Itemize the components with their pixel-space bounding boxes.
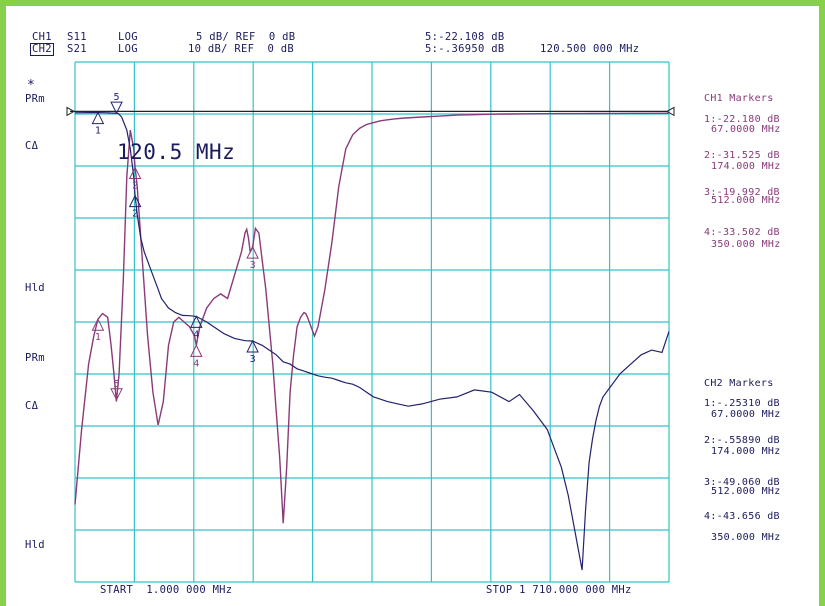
marker5-ch1-readout: 5:-22.108 dB	[425, 31, 505, 43]
start-frequency: START 1.000 000 MHz	[100, 584, 233, 596]
reference-arrow-right	[665, 106, 675, 117]
ch2-param: S21	[67, 43, 87, 55]
ch2-marker-label-4: 4	[193, 329, 199, 340]
ch1-marker-label-2: 2	[132, 181, 138, 192]
ch2-marker-3	[246, 339, 259, 353]
ch1-marker-1-freq: 67.0000 MHz	[711, 124, 781, 135]
ch1-markers-title: CH1 Markers	[704, 93, 774, 104]
ch1-scale: 5 dB/ REF 0 dB	[196, 31, 296, 43]
ch1-marker-2-value: 2:-31.525 dB	[704, 150, 780, 161]
marker5-ch2-readout: 5:-.36950 dB	[425, 43, 505, 55]
ch1-marker-label-4: 4	[193, 358, 199, 369]
ch1-marker-4-value: 4:-33.502 dB	[704, 227, 780, 238]
prm-label-ch2: PRm	[25, 352, 45, 364]
ch2-marker-4-freq: 350.000 MHz	[711, 532, 781, 543]
ch2-marker-2-value: 2:-.55890 dB	[704, 435, 780, 446]
ch2-markers-title: CH2 Markers	[704, 378, 774, 389]
ch1-marker-label-5: 5	[114, 379, 120, 390]
ch1-marker-4	[189, 344, 203, 357]
active-channel-star: *	[27, 78, 36, 93]
stop-frequency: STOP 1 710.000 000 MHz	[486, 584, 632, 596]
ch1-marker-label-3: 3	[250, 260, 256, 271]
ch1-param: S11	[67, 31, 87, 43]
ch2-marker-label-1: 1	[95, 126, 101, 137]
prm-label-ch1: PRm	[25, 93, 45, 105]
marker-frequency-readout: 120.500 000 MHz	[540, 43, 640, 55]
ch1-marker-3-freq: 512.000 MHz	[711, 195, 781, 206]
ch2-marker-label-5: 5	[114, 92, 120, 103]
ch2-marker-3-value: 3:-49.060 dB	[704, 477, 780, 488]
cd-label-ch2: CΔ	[25, 400, 39, 412]
ch1-marker-1-value: 1:-22.180 dB	[704, 114, 780, 125]
ch1-marker-2	[128, 166, 142, 180]
ch2-marker-2-freq: 174.000 MHz	[711, 446, 781, 457]
ch2-marker-1	[91, 111, 105, 125]
ch1-label: CH1	[32, 31, 52, 43]
reference-arrow-left	[66, 106, 76, 117]
ch2-format: LOG	[118, 43, 138, 55]
ch2-marker-label-2: 2	[132, 209, 138, 220]
ch2-scale: 10 dB/ REF 0 dB	[188, 43, 294, 55]
ch2-marker-2	[128, 194, 142, 208]
active-marker-frequency: 120.5 MHz	[117, 140, 236, 164]
ch1-s11-trace	[74, 112, 670, 524]
ch1-marker-2-freq: 174.000 MHz	[711, 161, 781, 172]
ch2-marker-label-3: 3	[250, 354, 256, 365]
ch1-marker-3	[246, 246, 259, 259]
ch2-marker-4-value: 4:-43.656 dB	[704, 511, 780, 522]
ch1-marker-1	[91, 318, 105, 331]
ch1-marker-5	[110, 388, 123, 401]
ch1-marker-label-1: 1	[95, 332, 101, 343]
hld-label-ch2: Hld	[25, 539, 45, 551]
ch2-marker-5	[110, 101, 123, 115]
ch2-marker-1-freq: 67.0000 MHz	[711, 409, 781, 420]
ch2-label: CH2	[30, 43, 54, 56]
cd-label-ch1: CΔ	[25, 140, 39, 152]
ch1-format: LOG	[118, 31, 138, 43]
ch2-marker-1-value: 1:-.25310 dB	[704, 398, 780, 409]
ch2-marker-3-freq: 512.000 MHz	[711, 486, 781, 497]
ch2-marker-4	[189, 315, 203, 328]
ch1-marker-4-freq: 350.000 MHz	[711, 239, 781, 250]
hld-label-ch1: Hld	[25, 282, 45, 294]
ch2-s21-trace	[74, 112, 670, 571]
ch1-marker-3-value: 3:-19.992 dB	[704, 187, 780, 198]
